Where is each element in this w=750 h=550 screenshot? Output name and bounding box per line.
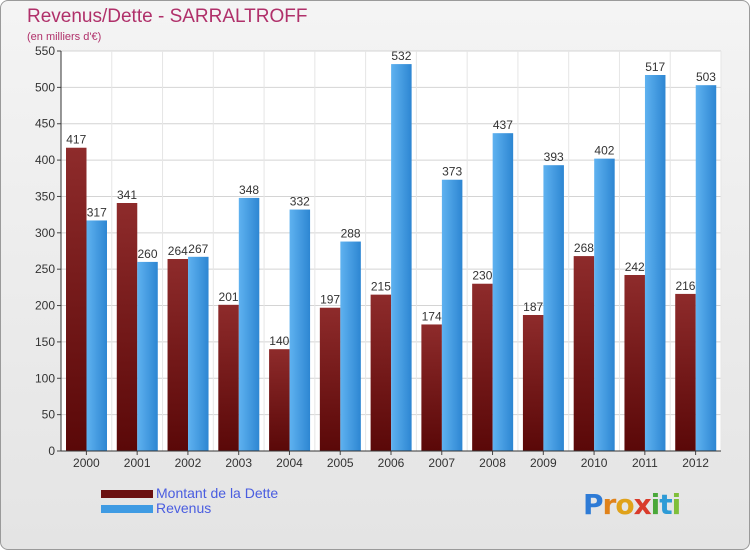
logo-letter: i (671, 488, 682, 521)
bar-revenus (86, 220, 107, 451)
bar-revenus (492, 133, 514, 451)
data-label-dette: 140 (269, 334, 289, 348)
legend-swatch-revenus (101, 505, 153, 513)
bar-revenus (594, 158, 615, 452)
bar-revenus (391, 64, 412, 451)
x-tick-label: 2011 (632, 456, 658, 470)
y-tick-label: 0 (48, 444, 55, 458)
data-label-dette: 417 (66, 133, 86, 147)
y-tick-label: 400 (35, 153, 55, 167)
data-label-dette: 197 (320, 293, 340, 307)
legend-swatch-debt (101, 490, 153, 498)
logo-letter: x (633, 488, 652, 521)
y-tick-label: 50 (42, 408, 56, 422)
data-label-revenus: 393 (544, 150, 564, 164)
x-tick-label: 2006 (378, 456, 405, 470)
data-label-revenus: 348 (239, 183, 259, 197)
data-label-dette: 341 (117, 188, 137, 202)
y-tick-label: 100 (35, 371, 55, 385)
data-label-dette: 264 (168, 244, 188, 258)
bar-revenus (441, 179, 463, 451)
legend-label-debt: Montant de la Dette (156, 485, 279, 501)
bar-revenus (644, 75, 666, 451)
data-label-revenus: 532 (391, 49, 411, 63)
bar-revenus (289, 209, 311, 451)
y-tick-label: 300 (35, 226, 55, 240)
x-tick-label: 2004 (276, 456, 303, 470)
x-tick-label: 2005 (327, 456, 354, 470)
logo-letter: t (659, 488, 672, 521)
y-tick-label: 200 (35, 299, 55, 313)
data-label-dette: 242 (625, 260, 645, 274)
bar-revenus (695, 85, 717, 451)
bar-revenus (238, 197, 260, 451)
bar-revenus (340, 241, 361, 451)
bar-dette (624, 275, 645, 451)
bar-dette (573, 256, 595, 451)
data-label-revenus: 317 (87, 205, 107, 219)
y-tick-label: 550 (35, 44, 55, 58)
x-tick-label: 2000 (73, 456, 100, 470)
data-label-revenus: 437 (493, 118, 513, 132)
bar-dette (116, 203, 138, 451)
x-tick-label: 2010 (581, 456, 608, 470)
y-tick-label: 450 (35, 117, 55, 131)
x-tick-label: 2008 (479, 456, 506, 470)
y-tick-label: 250 (35, 262, 55, 276)
bar-dette (218, 304, 239, 451)
data-label-revenus: 288 (341, 227, 361, 241)
logo-letter: o (615, 488, 634, 521)
chart-title: Revenus/Dette - SARRALTROFF (27, 6, 308, 27)
bar-dette (370, 294, 392, 451)
bar-revenus (188, 256, 209, 451)
x-tick-label: 2001 (124, 456, 151, 470)
proxiti-logo: Proxiti (583, 488, 682, 521)
y-tick-label: 350 (35, 189, 55, 203)
data-label-revenus: 267 (188, 242, 208, 256)
bar-revenus (137, 261, 158, 451)
bar-dette (472, 283, 493, 451)
data-label-revenus: 503 (696, 70, 716, 84)
y-tick-label: 150 (35, 335, 55, 349)
x-tick-label: 2012 (682, 456, 709, 470)
x-tick-label: 2003 (225, 456, 252, 470)
data-label-revenus: 373 (442, 165, 462, 179)
logo-letter: r (602, 488, 617, 521)
data-label-revenus: 402 (594, 144, 614, 158)
data-label-revenus: 517 (645, 60, 665, 74)
x-tick-label: 2002 (175, 456, 202, 470)
y-tick-label: 500 (35, 80, 55, 94)
data-label-dette: 174 (422, 309, 442, 323)
data-label-revenus: 332 (290, 195, 310, 209)
bar-revenus (543, 165, 564, 451)
data-label-dette: 268 (574, 241, 594, 255)
chart-subtitle: (en milliers d'€) (27, 31, 102, 43)
bar-dette (269, 349, 290, 451)
data-label-revenus: 260 (138, 247, 158, 261)
x-tick-label: 2007 (428, 456, 455, 470)
bar-dette (319, 307, 341, 451)
data-label-dette: 230 (472, 269, 492, 283)
data-label-dette: 216 (675, 279, 695, 293)
bar-dette (66, 147, 87, 451)
bar-dette (421, 324, 442, 451)
bar-dette (675, 293, 696, 451)
x-tick-label: 2009 (530, 456, 557, 470)
data-label-dette: 187 (523, 300, 543, 314)
data-label-dette: 215 (371, 280, 391, 294)
bar-dette (167, 259, 189, 451)
bar-dette (522, 315, 544, 451)
logo-letter: i (650, 488, 661, 521)
legend-label-revenus: Revenus (156, 500, 212, 516)
logo-letter: P (583, 488, 604, 521)
data-label-dette: 201 (219, 290, 239, 304)
